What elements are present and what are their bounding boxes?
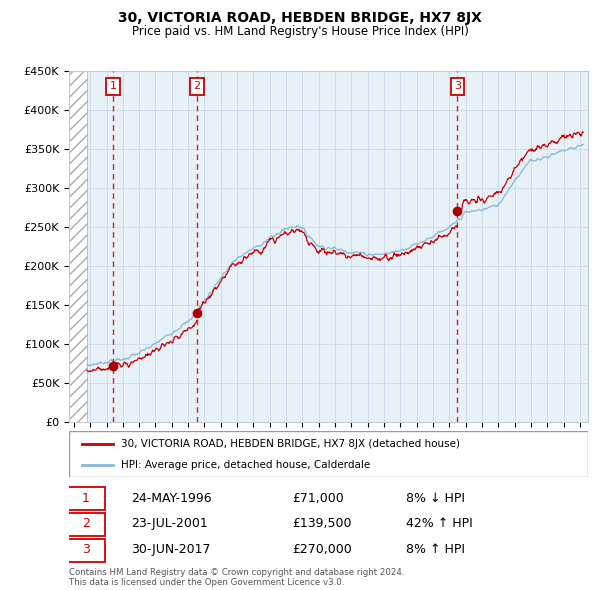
Text: Contains HM Land Registry data © Crown copyright and database right 2024.
This d: Contains HM Land Registry data © Crown c… <box>69 568 404 587</box>
Text: Price paid vs. HM Land Registry's House Price Index (HPI): Price paid vs. HM Land Registry's House … <box>131 25 469 38</box>
Text: 1: 1 <box>109 81 116 91</box>
FancyBboxPatch shape <box>67 487 106 510</box>
Text: 42% ↑ HPI: 42% ↑ HPI <box>406 517 473 530</box>
Bar <box>69 71 87 422</box>
Text: 30, VICTORIA ROAD, HEBDEN BRIDGE, HX7 8JX: 30, VICTORIA ROAD, HEBDEN BRIDGE, HX7 8J… <box>118 11 482 25</box>
FancyBboxPatch shape <box>67 539 106 562</box>
Text: 3: 3 <box>454 81 461 91</box>
Text: 8% ↑ HPI: 8% ↑ HPI <box>406 543 466 556</box>
Text: 24-MAY-1996: 24-MAY-1996 <box>131 491 212 504</box>
Text: 30-JUN-2017: 30-JUN-2017 <box>131 543 211 556</box>
Text: 1: 1 <box>82 491 89 504</box>
Text: 23-JUL-2001: 23-JUL-2001 <box>131 517 208 530</box>
Text: 2: 2 <box>194 81 200 91</box>
Text: 2: 2 <box>82 517 89 530</box>
Text: 30, VICTORIA ROAD, HEBDEN BRIDGE, HX7 8JX (detached house): 30, VICTORIA ROAD, HEBDEN BRIDGE, HX7 8J… <box>121 438 460 448</box>
Text: £139,500: £139,500 <box>292 517 352 530</box>
Text: 3: 3 <box>82 543 89 556</box>
Text: £270,000: £270,000 <box>292 543 352 556</box>
Text: £71,000: £71,000 <box>292 491 344 504</box>
FancyBboxPatch shape <box>67 513 106 536</box>
Text: HPI: Average price, detached house, Calderdale: HPI: Average price, detached house, Cald… <box>121 460 370 470</box>
Text: 8% ↓ HPI: 8% ↓ HPI <box>406 491 466 504</box>
